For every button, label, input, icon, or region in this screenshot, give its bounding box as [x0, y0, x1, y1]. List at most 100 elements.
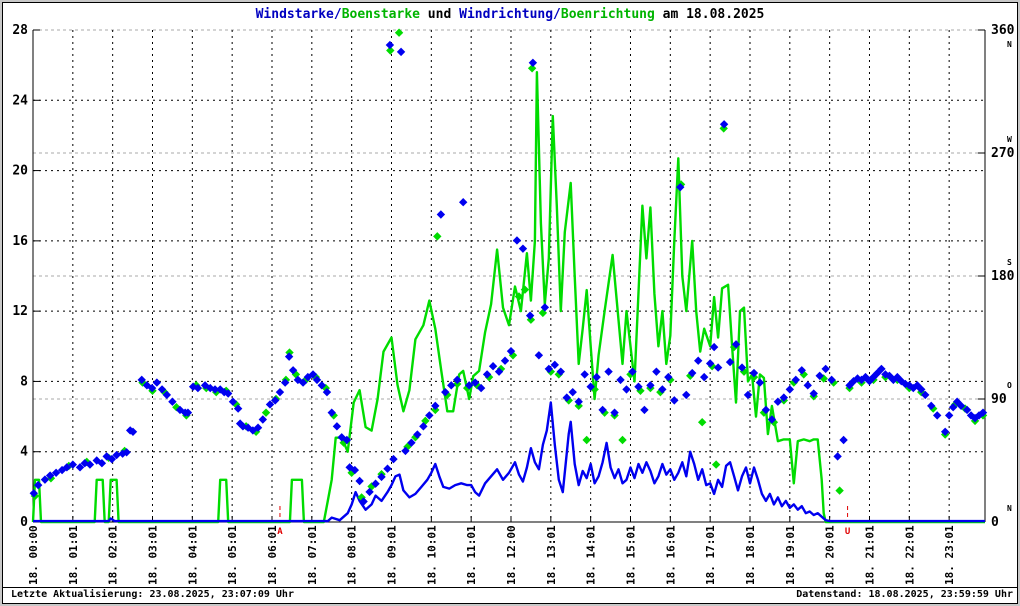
x-time-label: 18. 03:01 — [146, 525, 159, 585]
series-windrichtung — [29, 40, 988, 506]
windrichtung-point — [534, 351, 544, 360]
windrichtung-point — [839, 435, 848, 445]
windrichtung-point — [396, 47, 406, 57]
x-time-label: 18. 11:01 — [465, 525, 478, 585]
boenrichtung-point — [697, 418, 707, 427]
chart-title: Windstarke/Boenstarke und Windrichtung/B… — [3, 7, 1017, 22]
x-time-label: 18. 01:01 — [67, 525, 80, 585]
windrichtung-point — [92, 456, 101, 465]
windrichtung-point — [779, 393, 789, 402]
x-time-label: 18. 09:01 — [385, 525, 398, 585]
windrichtung-point — [458, 198, 468, 207]
x-time-label: 18. 15:01 — [624, 525, 637, 585]
windrichtung-point — [670, 396, 679, 405]
windrichtung-point — [233, 404, 243, 413]
windrichtung-point — [33, 480, 43, 490]
windrichtung-point — [371, 479, 380, 488]
windrichtung-point — [482, 370, 492, 379]
windstarke-line — [33, 401, 985, 523]
windrichtung-point — [540, 303, 550, 312]
x-time-label: 18. 10:01 — [425, 525, 438, 585]
boenrichtung-point — [520, 285, 530, 294]
windrichtung-point — [342, 435, 352, 445]
windrichtung-point — [62, 463, 72, 472]
windrichtung-point — [562, 393, 571, 402]
boenrichtung-point — [929, 404, 938, 413]
windrichtung-point — [797, 366, 806, 375]
x-time-label: 18. 21:01 — [863, 525, 876, 585]
windrichtung-point — [512, 236, 522, 245]
y-left-label: 16 — [12, 234, 28, 249]
windrichtung-point — [97, 459, 107, 468]
boenrichtung-point — [514, 292, 524, 301]
windrichtung-point — [470, 378, 480, 387]
windrichtung-point — [956, 401, 966, 411]
boenrichtung-point — [600, 408, 609, 417]
windrichtung-point — [610, 408, 619, 417]
windrichtung-point — [85, 460, 95, 469]
windrichtung-point — [877, 364, 886, 374]
cardinal-label: S — [1007, 258, 1012, 267]
windrichtung-point — [265, 400, 275, 409]
x-time-label: 18. 02:01 — [107, 525, 120, 585]
windrichtung-point — [622, 385, 631, 394]
windrichtung-point — [322, 387, 332, 397]
windrichtung-point — [327, 408, 336, 417]
windrichtung-point — [157, 385, 167, 394]
cardinal-label: O — [1007, 381, 1012, 390]
y-right-label: 180 — [991, 269, 1015, 284]
windrichtung-point — [312, 375, 322, 385]
windrichtung-point — [228, 397, 238, 406]
windrichtung-point — [332, 422, 342, 431]
windrichtung-point — [944, 411, 954, 420]
windrichtung-point — [640, 405, 649, 415]
windrichtung-point — [413, 430, 422, 439]
windrichtung-point — [962, 405, 972, 415]
windrichtung-point — [270, 396, 280, 405]
windrichtung-point — [952, 397, 962, 406]
boenrichtung-point — [686, 371, 695, 380]
boenrichtung-point — [546, 367, 556, 376]
windrichtung-point — [845, 381, 854, 390]
series-boenstarke — [31, 70, 985, 524]
x-time-label: 18. 13:01 — [545, 525, 558, 585]
windrichtung-point — [719, 120, 729, 129]
y-left-label: 20 — [12, 164, 28, 179]
boenrichtung-point — [538, 308, 548, 318]
windrichtung-point — [634, 382, 643, 391]
windrichtung-point — [676, 182, 685, 192]
windrichtung-point — [773, 397, 783, 406]
x-time-label: 18. 06:01 — [266, 525, 279, 585]
windrichtung-point — [407, 438, 416, 447]
windrichtung-point — [447, 381, 456, 390]
title-windrichtung: Windrichtung/ — [459, 7, 561, 22]
x-time-label: 18. 12:00 — [505, 525, 518, 585]
windrichtung-point — [385, 40, 395, 50]
windrichtung-point — [550, 360, 560, 370]
boenrichtung-point — [261, 408, 271, 417]
windrichtung-point — [940, 427, 950, 436]
x-time-label: 18. 08:01 — [346, 525, 359, 585]
windrichtung-point — [803, 381, 812, 390]
windrichtung-point — [682, 390, 691, 400]
y-left-label: 0 — [20, 515, 28, 530]
windrichtung-point — [556, 367, 565, 376]
boenrichtung-point — [835, 486, 844, 495]
windrichtung-point — [500, 356, 510, 365]
boenrichtung-point — [618, 435, 627, 445]
windrichtung-point — [978, 408, 988, 417]
cardinal-label: N — [1007, 504, 1012, 513]
windrichtung-point — [857, 375, 866, 385]
windrichtung-point — [431, 401, 440, 411]
title-windstarke: Windstarke/ — [255, 7, 342, 22]
windrichtung-point — [761, 405, 771, 415]
windrichtung-point — [258, 415, 268, 424]
windrichtung-point — [359, 497, 368, 506]
windrichtung-point — [791, 375, 800, 385]
windrichtung-point — [933, 411, 942, 420]
windrichtung-point — [57, 465, 67, 475]
boenrichtung-point — [527, 64, 537, 73]
y-left-label: 28 — [12, 23, 28, 38]
windrichtung-point — [917, 385, 926, 394]
